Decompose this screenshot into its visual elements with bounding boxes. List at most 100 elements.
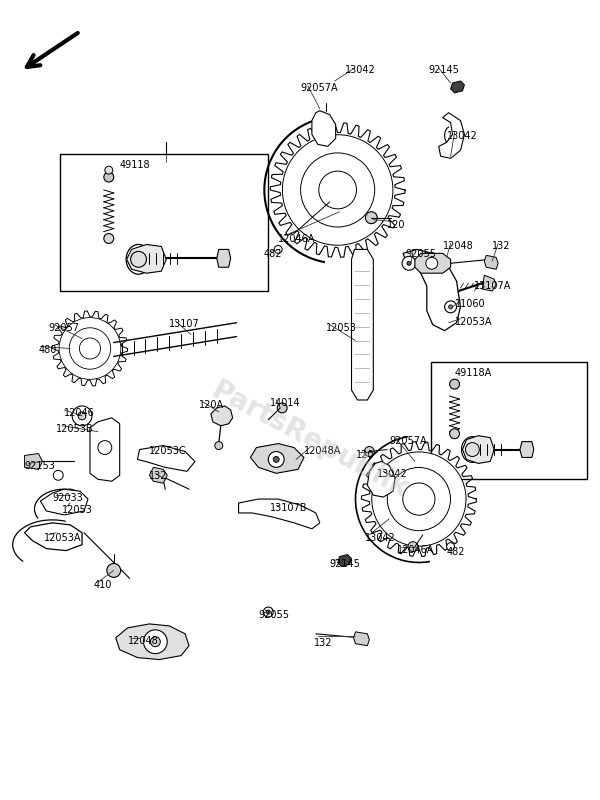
Polygon shape — [25, 523, 82, 550]
Circle shape — [449, 379, 460, 389]
Text: 12053A: 12053A — [455, 317, 492, 326]
Circle shape — [68, 493, 72, 497]
Text: 480: 480 — [38, 345, 57, 354]
Polygon shape — [312, 110, 335, 146]
Text: 12046A: 12046A — [397, 545, 434, 554]
Polygon shape — [211, 406, 233, 426]
Text: 13042: 13042 — [377, 470, 408, 479]
Text: 92033: 92033 — [52, 493, 83, 503]
Circle shape — [277, 403, 287, 413]
Circle shape — [273, 457, 279, 462]
Polygon shape — [116, 624, 189, 659]
Polygon shape — [90, 418, 119, 482]
Text: 12048A: 12048A — [304, 446, 341, 455]
Text: 120: 120 — [355, 450, 374, 459]
Polygon shape — [403, 250, 461, 330]
Text: 12053A: 12053A — [44, 533, 82, 542]
Circle shape — [98, 441, 112, 454]
Circle shape — [79, 338, 101, 359]
Text: 49118: 49118 — [119, 160, 151, 170]
Polygon shape — [415, 254, 451, 273]
Circle shape — [449, 429, 460, 438]
Circle shape — [446, 542, 455, 550]
Text: 92057: 92057 — [49, 322, 79, 333]
Polygon shape — [25, 454, 43, 470]
Circle shape — [364, 446, 374, 457]
Polygon shape — [239, 499, 320, 529]
Circle shape — [372, 452, 466, 546]
Circle shape — [408, 542, 418, 551]
FancyBboxPatch shape — [431, 362, 587, 479]
Polygon shape — [451, 81, 464, 93]
Text: 132: 132 — [314, 638, 332, 648]
Text: 12046A: 12046A — [278, 234, 316, 243]
Circle shape — [59, 318, 121, 379]
Polygon shape — [137, 446, 195, 471]
Circle shape — [268, 451, 284, 467]
Circle shape — [64, 489, 76, 501]
Circle shape — [69, 328, 110, 369]
Circle shape — [403, 483, 435, 515]
Text: 92145: 92145 — [429, 65, 460, 75]
Text: 410: 410 — [94, 580, 112, 590]
Text: 92055: 92055 — [259, 610, 289, 620]
Text: 49118A: 49118A — [455, 368, 492, 378]
Circle shape — [387, 467, 451, 530]
Text: 12053: 12053 — [326, 322, 356, 333]
Circle shape — [215, 442, 223, 450]
Text: 12053B: 12053B — [56, 424, 94, 434]
Text: 11060: 11060 — [455, 299, 485, 309]
Text: 92055: 92055 — [405, 250, 436, 259]
Polygon shape — [463, 436, 494, 463]
Circle shape — [445, 301, 457, 313]
Text: 13042: 13042 — [344, 65, 376, 75]
Circle shape — [319, 171, 356, 209]
Text: 120: 120 — [387, 220, 406, 230]
Text: 92057A: 92057A — [300, 83, 338, 93]
Circle shape — [466, 442, 479, 457]
Polygon shape — [482, 275, 496, 291]
Text: 13042: 13042 — [446, 130, 478, 141]
Polygon shape — [217, 250, 230, 267]
Circle shape — [426, 258, 438, 270]
Circle shape — [105, 166, 113, 174]
Circle shape — [78, 412, 86, 420]
Text: 120A: 120A — [199, 400, 224, 410]
Text: 13107A: 13107A — [475, 281, 512, 291]
Polygon shape — [149, 467, 167, 483]
Circle shape — [151, 637, 160, 646]
Text: 12053C: 12053C — [149, 446, 187, 455]
Text: 482: 482 — [446, 546, 465, 557]
Text: 132: 132 — [492, 242, 511, 251]
Polygon shape — [40, 489, 88, 515]
Text: 482: 482 — [263, 250, 282, 259]
Circle shape — [72, 406, 92, 426]
Text: 13107B: 13107B — [270, 503, 308, 513]
Polygon shape — [338, 554, 352, 566]
Polygon shape — [353, 632, 370, 646]
Circle shape — [104, 234, 114, 243]
Circle shape — [107, 563, 121, 578]
Text: 13107: 13107 — [169, 318, 200, 329]
Circle shape — [449, 305, 452, 309]
Circle shape — [266, 610, 270, 614]
Circle shape — [263, 607, 273, 617]
Text: 12048: 12048 — [443, 242, 473, 251]
Text: 92145: 92145 — [330, 558, 361, 569]
Circle shape — [131, 251, 146, 267]
Circle shape — [53, 470, 63, 480]
Text: 12048: 12048 — [128, 636, 158, 646]
Circle shape — [143, 630, 167, 654]
Polygon shape — [439, 113, 464, 158]
Text: 92057A: 92057A — [389, 436, 427, 446]
Text: 13042: 13042 — [365, 533, 396, 542]
Circle shape — [274, 246, 282, 254]
Text: 132: 132 — [149, 471, 168, 482]
Circle shape — [365, 212, 377, 224]
Text: 92153: 92153 — [25, 462, 55, 471]
Polygon shape — [484, 255, 498, 270]
Circle shape — [407, 262, 411, 266]
Polygon shape — [352, 250, 373, 400]
Text: 14014: 14014 — [270, 398, 301, 408]
Polygon shape — [127, 245, 166, 273]
